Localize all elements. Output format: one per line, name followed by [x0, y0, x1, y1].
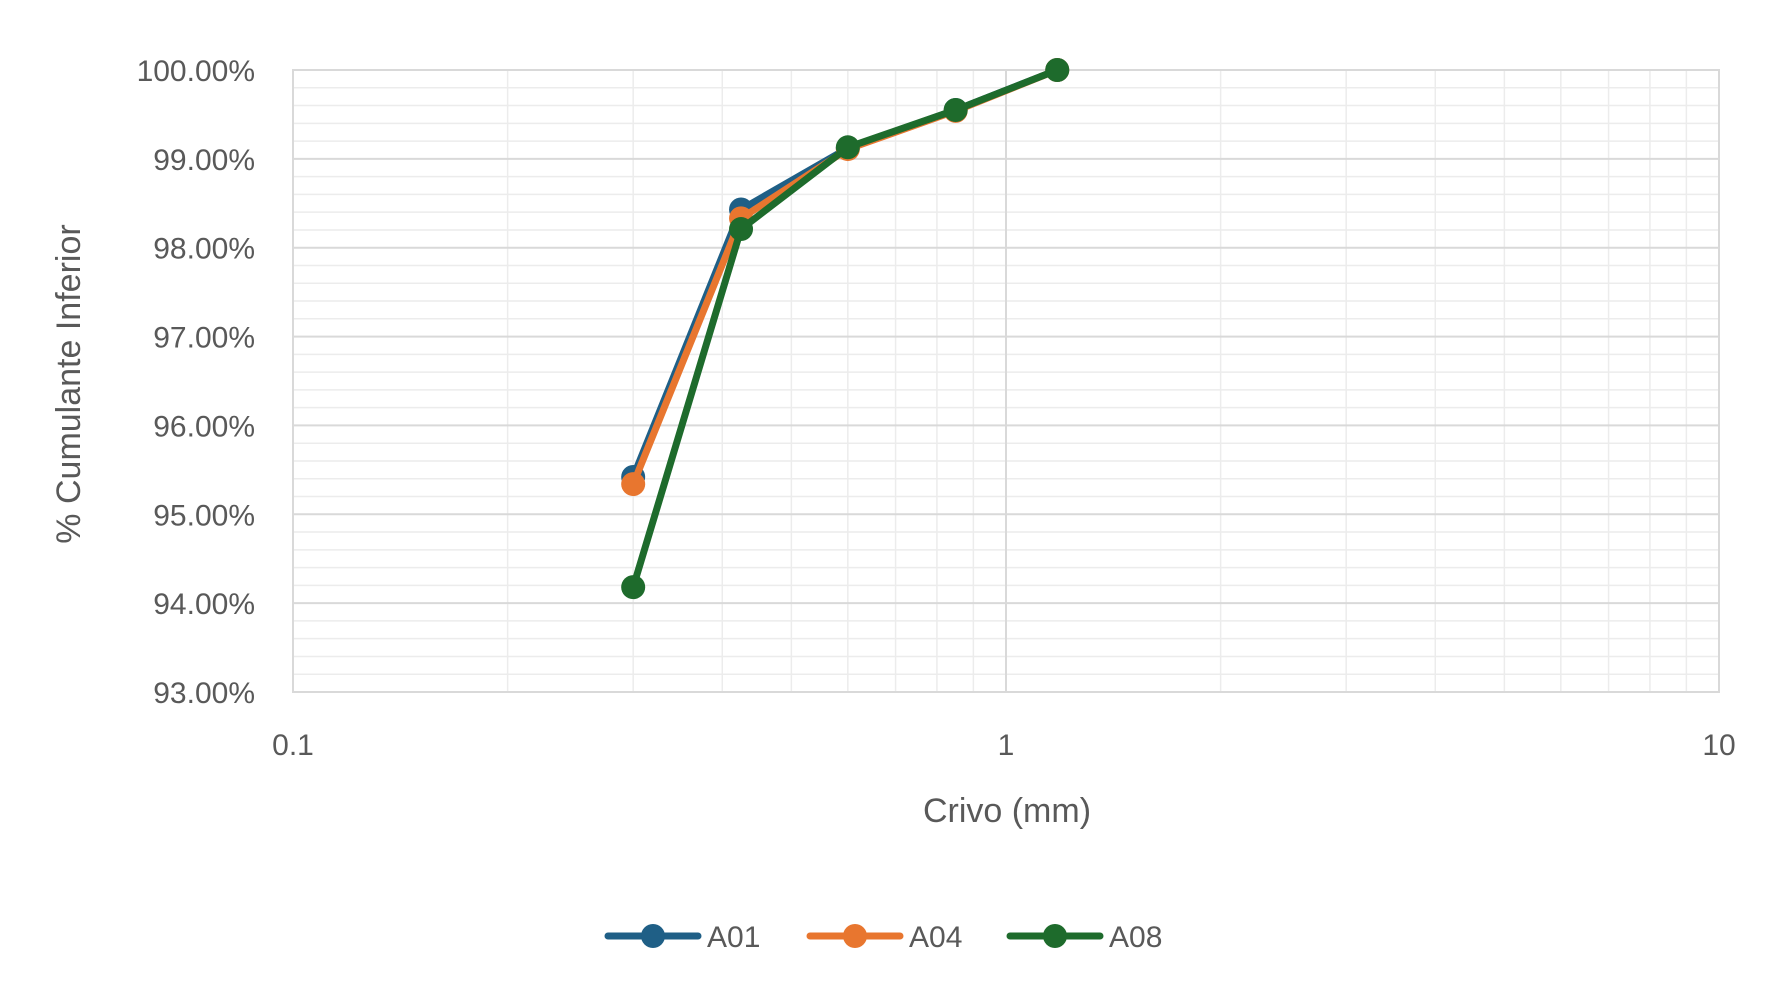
data-point-a08	[621, 575, 646, 600]
y-tick-label: 95.00%	[153, 499, 255, 532]
legend-marker-a08	[1043, 924, 1067, 948]
x-tick-label: 0.1	[272, 729, 314, 762]
x-axis-tick-labels: 0.1 1 10	[272, 729, 1736, 762]
y-axis-tick-labels: 93.00% 94.00% 95.00% 96.00% 97.00% 98.00% 99.0…	[137, 55, 255, 710]
legend-marker-a01	[641, 924, 665, 948]
y-tick-label: 99.00%	[153, 144, 255, 177]
data-point-a08	[1045, 58, 1070, 82]
legend-item-a08[interactable]: A08	[1006, 921, 1162, 954]
series-line-a04	[629, 66, 1061, 488]
y-axis-title: % Cumulante Inferior	[50, 224, 88, 543]
legend-label-a08: A08	[1109, 921, 1162, 954]
legend-label-a04: A04	[909, 921, 962, 954]
y-tick-label: 100.00%	[137, 55, 255, 88]
y-tick-label: 94.00%	[153, 588, 255, 621]
plot-area-border	[292, 69, 1720, 693]
series-layer	[621, 58, 1070, 600]
y-tick-label: 96.00%	[153, 410, 255, 443]
legend-marker-a04	[843, 924, 867, 948]
series-line-a01	[629, 66, 1061, 481]
y-tick-label: 97.00%	[153, 322, 255, 355]
data-point-a08	[729, 217, 754, 242]
legend: A01 A04 A08	[604, 921, 1162, 954]
legend-item-a04[interactable]: A04	[806, 921, 962, 954]
series-a08	[621, 58, 1070, 600]
data-point-a04	[621, 472, 646, 497]
y-tick-label: 98.00%	[153, 233, 255, 266]
data-point-a08	[835, 135, 860, 160]
x-tick-label: 10	[1702, 729, 1735, 762]
major-gridlines	[293, 70, 1719, 692]
x-axis-title: Crivo (mm)	[923, 792, 1091, 830]
legend-label-a01: A01	[707, 921, 760, 954]
data-point-a08	[943, 97, 968, 122]
x-tick-label: 1	[998, 729, 1015, 762]
legend-item-a01[interactable]: A01	[604, 921, 760, 954]
y-tick-label: 93.00%	[153, 677, 255, 710]
